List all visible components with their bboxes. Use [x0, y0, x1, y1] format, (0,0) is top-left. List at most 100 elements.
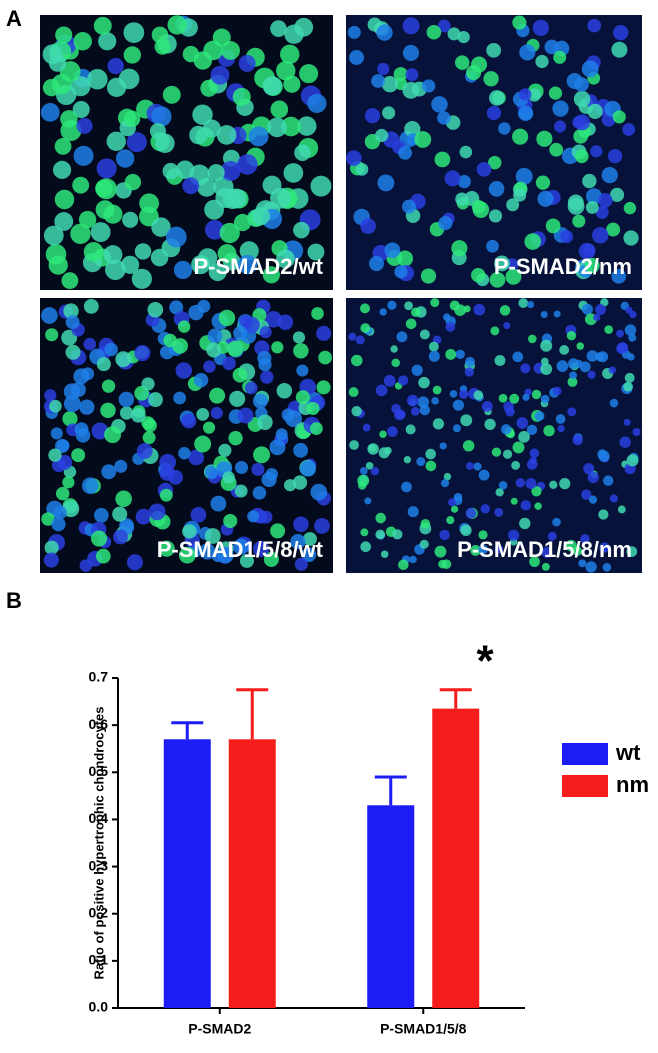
cell — [55, 26, 73, 44]
cell — [394, 265, 408, 279]
cell — [95, 200, 115, 219]
cell — [271, 341, 284, 354]
cell — [432, 385, 442, 395]
cell — [104, 342, 118, 357]
cell — [233, 213, 252, 232]
cell — [471, 199, 486, 214]
cell — [199, 543, 216, 560]
cell — [498, 481, 508, 490]
cell — [445, 349, 457, 360]
cell — [295, 390, 310, 405]
cell — [299, 64, 319, 84]
cell — [448, 498, 457, 507]
cell — [253, 446, 271, 464]
cell — [293, 516, 309, 532]
cell — [78, 210, 97, 229]
cell — [463, 305, 471, 313]
cell — [115, 149, 135, 168]
cell — [531, 389, 542, 400]
cell — [531, 486, 542, 497]
cell — [196, 408, 210, 421]
cell — [578, 242, 596, 260]
cell — [623, 418, 631, 426]
cell — [604, 325, 614, 334]
cell — [297, 116, 317, 136]
cell — [390, 345, 398, 353]
cell — [270, 187, 291, 209]
cell — [218, 443, 232, 457]
cell — [95, 178, 117, 200]
cell — [62, 411, 78, 427]
legend-label: wt — [615, 740, 641, 765]
y-tick-label: 0.1 — [89, 952, 109, 968]
cell — [377, 62, 390, 75]
cell — [148, 392, 163, 408]
cell — [316, 325, 332, 341]
cell — [265, 310, 282, 328]
cell — [191, 255, 211, 275]
cell — [123, 46, 141, 64]
cell — [239, 314, 252, 328]
cell — [139, 193, 160, 214]
cell — [619, 436, 631, 448]
cell — [200, 79, 218, 97]
cell — [384, 242, 401, 259]
cell — [520, 363, 531, 374]
cell — [316, 380, 331, 395]
cell — [131, 268, 152, 289]
cell — [576, 342, 585, 350]
cell — [190, 507, 207, 523]
cell — [383, 374, 396, 387]
cell — [464, 367, 474, 377]
cell — [283, 479, 297, 492]
cell — [450, 505, 459, 513]
cell — [192, 104, 213, 125]
cell — [151, 106, 172, 127]
cell — [70, 223, 91, 244]
cell — [499, 305, 511, 316]
cell — [348, 332, 357, 341]
cell — [419, 404, 431, 416]
cell — [483, 71, 499, 87]
cell — [221, 41, 240, 60]
cell — [217, 244, 237, 263]
cell — [203, 360, 216, 373]
cell — [41, 512, 55, 526]
x-tick-label: P-SMAD2 — [188, 1021, 251, 1037]
cell — [518, 298, 529, 308]
cell — [552, 100, 569, 117]
cell — [229, 390, 246, 407]
cell — [173, 260, 193, 280]
cell — [251, 207, 270, 226]
cell — [347, 25, 361, 39]
cell — [40, 103, 60, 122]
cell — [368, 256, 385, 272]
cell — [455, 192, 469, 206]
cell — [609, 398, 619, 408]
cell — [567, 407, 577, 417]
cell — [159, 465, 175, 481]
cell — [440, 479, 450, 488]
cell — [626, 546, 638, 557]
cell — [346, 150, 362, 166]
cell — [466, 462, 474, 470]
image-caption: P-SMAD1/5/8/nm — [457, 537, 632, 562]
cell — [48, 255, 68, 275]
cell — [398, 375, 409, 386]
cell — [585, 188, 603, 205]
cell — [626, 454, 639, 467]
cell — [269, 439, 286, 456]
cell — [136, 443, 153, 459]
cell — [365, 461, 374, 470]
cell — [54, 212, 74, 231]
cell — [586, 350, 599, 362]
bar — [228, 739, 276, 1008]
cell — [210, 495, 227, 512]
cell — [257, 414, 273, 430]
cell — [318, 350, 332, 365]
y-tick-label: 0.5 — [89, 763, 109, 779]
cell — [142, 431, 156, 445]
cell — [233, 538, 250, 555]
cell — [559, 478, 571, 490]
cell — [349, 440, 359, 450]
